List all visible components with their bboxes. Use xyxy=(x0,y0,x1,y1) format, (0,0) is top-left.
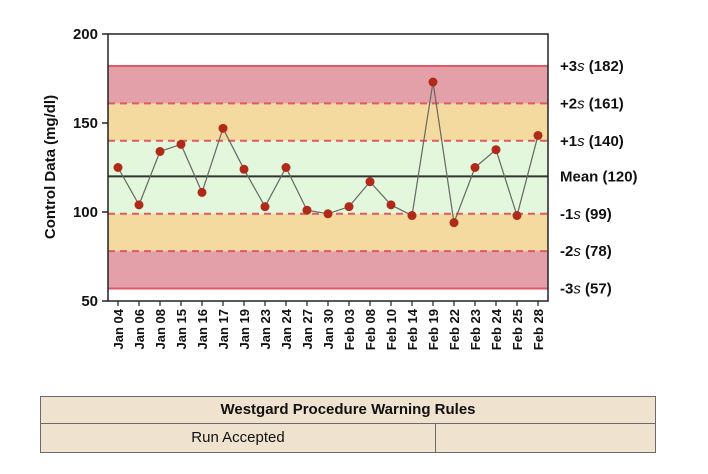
y-tick-label: 50 xyxy=(81,293,98,310)
control-limit-label: +2s (161) xyxy=(560,95,624,112)
data-point xyxy=(470,163,480,172)
control-limit-label: -2s (78) xyxy=(560,243,612,260)
x-tick-label: Feb 22 xyxy=(447,309,462,350)
x-tick-label: Jan 19 xyxy=(237,309,252,349)
control-limit-label: -1s (99) xyxy=(560,206,612,223)
westgard-rules-table: Westgard Procedure Warning Rules Run Acc… xyxy=(40,396,656,453)
data-point xyxy=(365,177,375,187)
x-tick-label: Feb 23 xyxy=(468,309,483,350)
control-limit-label: +1s (140) xyxy=(560,133,624,150)
rules-extra-cell xyxy=(436,424,655,452)
x-tick-label: Feb 14 xyxy=(405,308,420,350)
x-tick-label: Feb 08 xyxy=(363,309,378,350)
data-point xyxy=(449,218,459,228)
zone-minus-3s xyxy=(108,251,548,289)
data-point xyxy=(281,163,291,172)
data-point xyxy=(218,123,228,133)
data-point xyxy=(113,163,123,172)
rules-table-title: Westgard Procedure Warning Rules xyxy=(41,397,655,424)
x-tick-label: Jan 30 xyxy=(321,309,336,349)
data-point xyxy=(302,205,312,215)
x-tick-label: Jan 06 xyxy=(132,309,147,349)
data-point xyxy=(491,145,501,155)
zone-plus-2s xyxy=(108,103,548,141)
control-chart: 50 100 150 200 +3s (182) +2s (161) +1s (140) M… xyxy=(42,26,638,350)
zone-plus-3s xyxy=(108,66,548,104)
x-tick-label: Jan 27 xyxy=(300,309,315,349)
x-tick-label: Feb 10 xyxy=(384,309,399,350)
x-tick-label: Jan 17 xyxy=(216,309,231,349)
data-point xyxy=(344,202,354,212)
control-lines xyxy=(108,65,548,290)
x-axis-ticks: Jan 04 Jan 06 Jan 08 Jan 15 Jan 16 Jan 17 Jan … xyxy=(111,301,546,350)
data-point xyxy=(134,200,144,210)
x-tick-label: Feb 28 xyxy=(531,309,546,350)
control-limit-label: -3s (57) xyxy=(560,281,612,298)
x-tick-label: Feb 19 xyxy=(426,309,441,350)
data-point xyxy=(239,164,249,174)
x-tick-label: Jan 16 xyxy=(195,309,210,349)
data-point xyxy=(386,200,396,210)
control-limit-label: Mean (120) xyxy=(560,168,638,185)
x-tick-label: Jan 23 xyxy=(258,309,273,349)
zone-minus-2s xyxy=(108,213,548,252)
run-status: Run Accepted xyxy=(41,424,436,452)
control-limit-label: +3s (182) xyxy=(560,58,624,75)
y-tick-label: 100 xyxy=(73,204,98,221)
data-point xyxy=(323,209,333,219)
data-point xyxy=(407,211,417,221)
y-tick-label: 150 xyxy=(73,115,98,132)
x-tick-label: Feb 25 xyxy=(510,309,525,350)
data-series xyxy=(113,77,543,228)
x-tick-label: Feb 03 xyxy=(342,309,357,350)
control-limit-labels: +3s (182) +2s (161) +1s (140) Mean (120) -1s… xyxy=(560,58,638,298)
y-axis-ticks: 50 100 150 200 xyxy=(73,26,108,310)
x-tick-label: Feb 24 xyxy=(489,308,504,350)
data-point xyxy=(176,139,186,149)
data-point xyxy=(533,130,543,140)
data-point xyxy=(197,187,207,197)
rules-table-row: Run Accepted xyxy=(41,424,655,452)
x-tick-label: Jan 15 xyxy=(174,309,189,349)
x-tick-label: Jan 08 xyxy=(153,309,168,349)
data-point xyxy=(512,211,522,221)
data-point xyxy=(428,77,438,87)
x-tick-label: Jan 04 xyxy=(111,308,126,349)
y-tick-label: 200 xyxy=(73,26,98,43)
x-tick-label: Jan 24 xyxy=(279,308,294,349)
data-point xyxy=(155,146,165,156)
y-axis-label: Control Data (mg/dl) xyxy=(42,95,59,239)
data-point xyxy=(260,202,270,212)
